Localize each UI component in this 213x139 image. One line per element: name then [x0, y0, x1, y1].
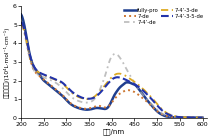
Y-axis label: 摩尔吸收值/(10⁴L·mol⁻¹·cm⁻¹): 摩尔吸收值/(10⁴L·mol⁻¹·cm⁻¹): [4, 26, 10, 98]
7-4’-3-de: [52, 78, 55, 80]
7-de: [102, 106, 104, 108]
7-de: [66, 100, 69, 102]
7-de: [156, 111, 159, 112]
7-de: [201, 117, 204, 119]
7-de: [194, 117, 197, 119]
fully-pro: [66, 101, 69, 102]
7-4’-de: [52, 80, 55, 82]
7-4’-de: [156, 109, 159, 111]
fully-pro: [127, 82, 129, 83]
X-axis label: 波长/nm: 波长/nm: [103, 128, 125, 135]
7-4’-de: [201, 117, 204, 119]
Line: 7-4’-de: 7-4’-de: [21, 25, 203, 118]
fully-pro: [52, 87, 55, 89]
7-4’-3-de: [127, 77, 129, 78]
Line: 7-4’-3-de: 7-4’-3-de: [21, 24, 203, 118]
7-4’-3-de: [201, 117, 204, 119]
Line: 7-4’-3-5-de: 7-4’-3-5-de: [21, 22, 203, 118]
Legend: fully-pro, 7-de, 7-4’-de, 7-4’-3-de, 7-4’-3-5-de: fully-pro, 7-de, 7-4’-de, 7-4’-3-de, 7-4…: [123, 7, 204, 26]
fully-pro: [190, 117, 193, 119]
7-de: [127, 89, 129, 91]
7-4’-3-5-de: [66, 87, 69, 89]
7-4’-3-de: [102, 87, 104, 88]
7-4’-de: [20, 24, 22, 26]
7-4’-3-5-de: [127, 80, 129, 82]
7-de: [20, 22, 22, 24]
7-4’-de: [141, 93, 144, 95]
7-4’-3-de: [141, 87, 144, 89]
7-4’-3-5-de: [102, 88, 104, 90]
7-4’-3-5-de: [141, 89, 144, 91]
7-4’-3-de: [156, 104, 159, 106]
7-4’-de: [102, 80, 104, 82]
7-4’-de: [127, 71, 129, 73]
fully-pro: [201, 117, 204, 119]
fully-pro: [20, 14, 22, 15]
7-4’-3-de: [20, 23, 22, 25]
7-4’-3-de: [66, 88, 69, 90]
7-4’-3-5-de: [201, 117, 204, 119]
Line: 7-de: 7-de: [21, 23, 203, 118]
7-4’-de: [66, 93, 69, 94]
7-4’-3-5-de: [52, 78, 55, 79]
fully-pro: [156, 111, 159, 113]
fully-pro: [141, 93, 144, 95]
7-4’-de: [197, 117, 200, 119]
Line: fully-pro: fully-pro: [21, 15, 203, 118]
7-de: [52, 86, 55, 88]
7-4’-3-5-de: [20, 21, 22, 23]
7-4’-3-5-de: [156, 105, 159, 107]
fully-pro: [102, 108, 104, 110]
7-de: [141, 97, 144, 99]
